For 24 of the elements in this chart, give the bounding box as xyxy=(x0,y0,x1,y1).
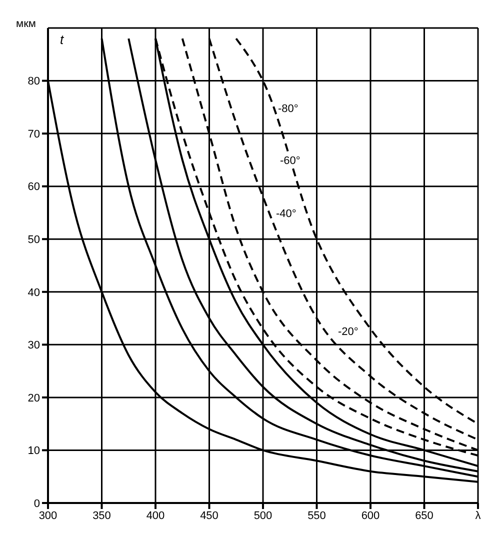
annotation: -60° xyxy=(280,155,300,167)
x-tick-label: 650 xyxy=(415,510,434,522)
annotation: -20° xyxy=(338,326,358,338)
x-tick-label: 350 xyxy=(92,510,111,522)
annotation: -80° xyxy=(278,103,298,115)
y-axis-title: мкм xyxy=(16,18,36,30)
x-tick-label: 500 xyxy=(254,510,272,522)
annotation: t xyxy=(60,32,64,47)
x-tick-label: 600 xyxy=(361,510,380,522)
y-tick-label: 70 xyxy=(28,128,40,140)
y-tick-label: 60 xyxy=(28,181,40,194)
y-tick-label: 20 xyxy=(28,392,40,404)
y-tick-label: 0 xyxy=(34,498,40,510)
y-tick-label: 10 xyxy=(28,445,40,458)
x-tick-label: 300 xyxy=(38,510,58,522)
x-tick-label: 550 xyxy=(308,510,326,522)
y-tick-label: 30 xyxy=(28,340,40,352)
y-tick-label: 40 xyxy=(28,286,40,299)
x-tick-label: 400 xyxy=(146,510,165,522)
y-tick-label: 80 xyxy=(28,76,40,88)
y-tick-label: 50 xyxy=(28,234,40,246)
annotation: -40° xyxy=(276,208,296,220)
x-tick-label: 450 xyxy=(200,510,218,522)
x-tick-label: λ xyxy=(475,510,482,522)
